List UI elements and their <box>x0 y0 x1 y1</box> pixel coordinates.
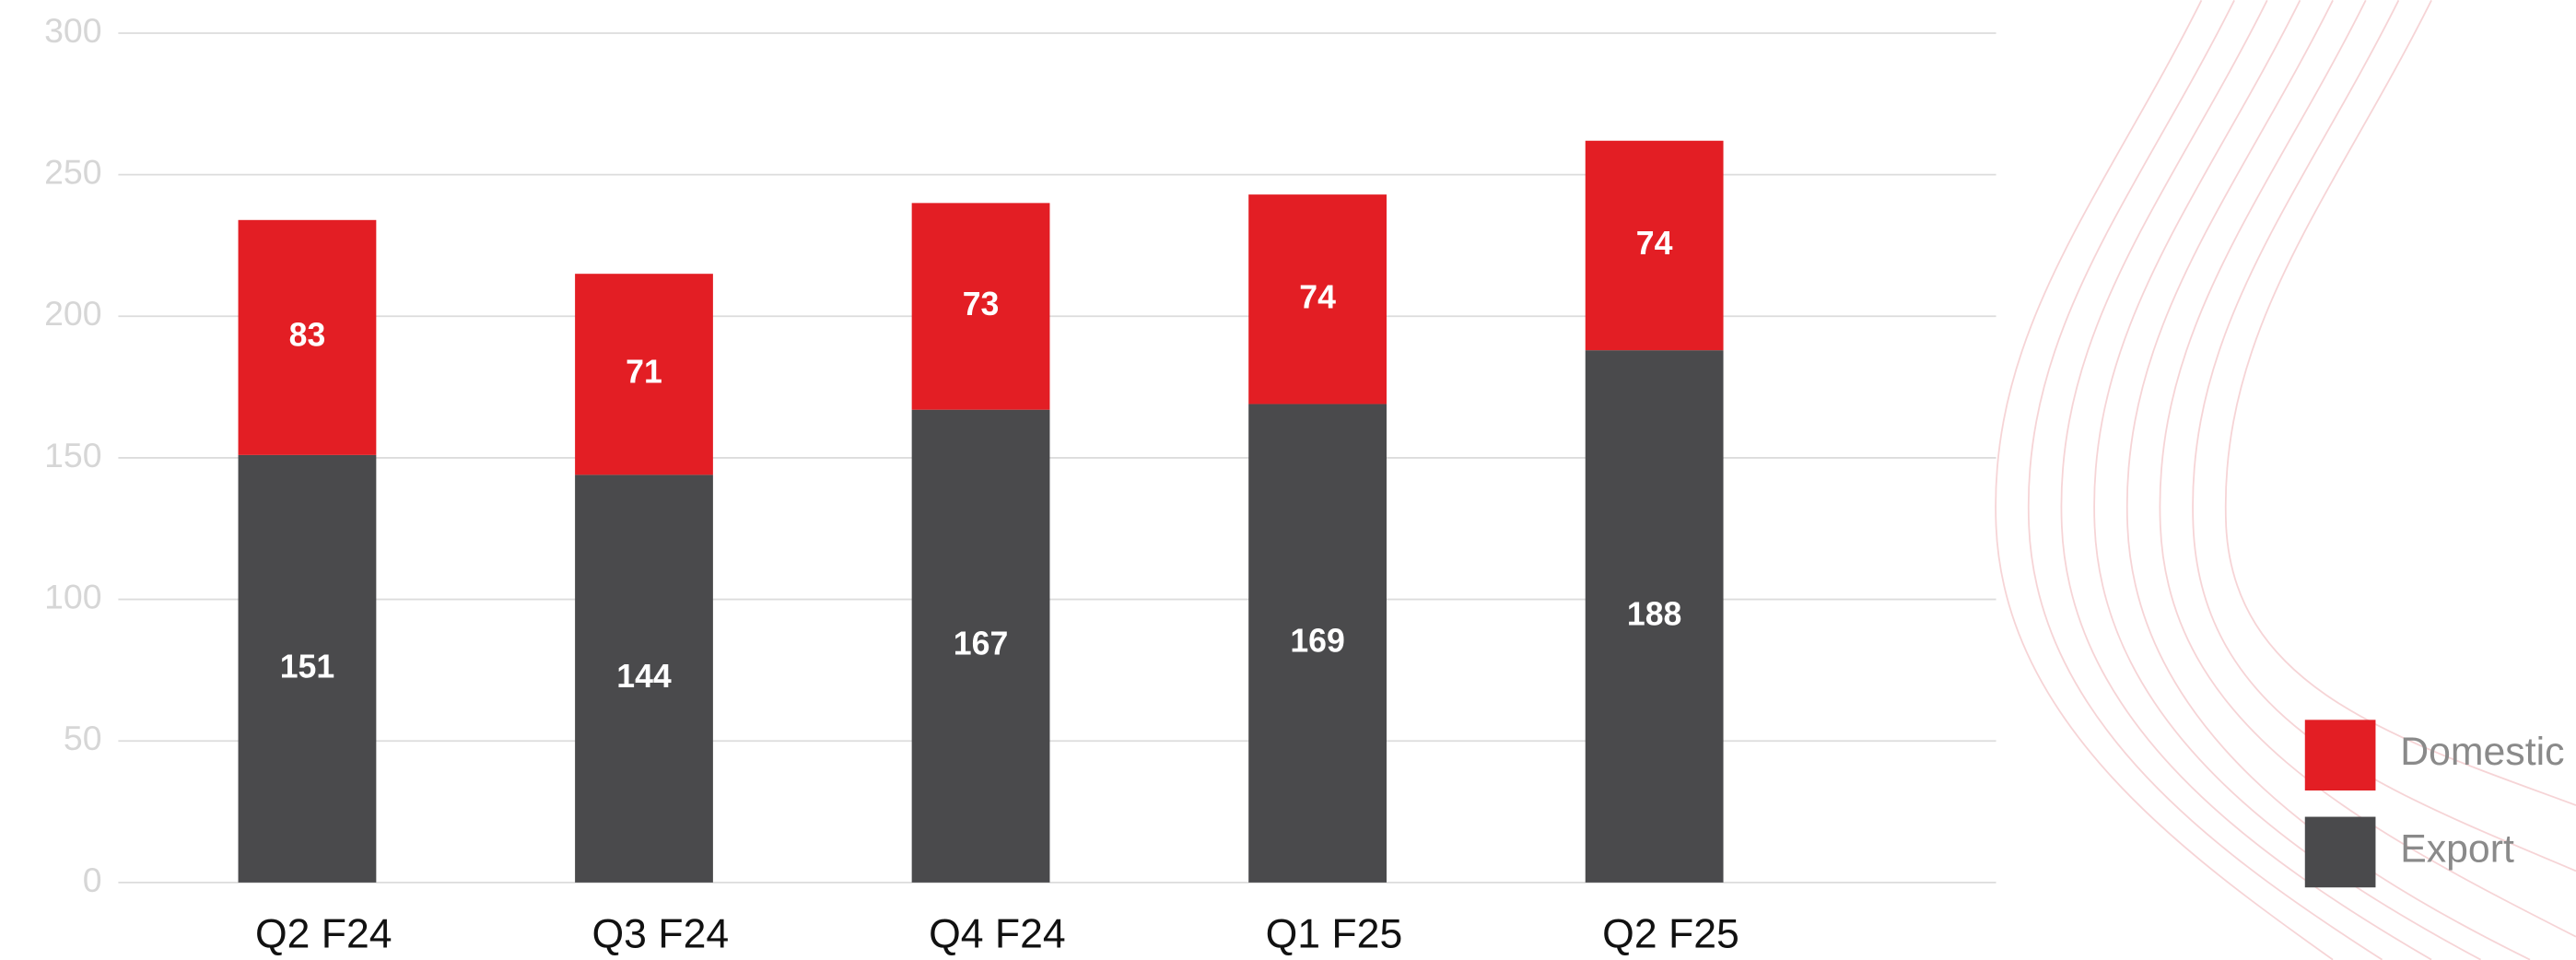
bar-segment <box>1248 194 1387 404</box>
bar-segment <box>238 219 377 455</box>
y-tick-label: 250 <box>44 153 101 192</box>
x-tick-label: Q1 F25 <box>1266 912 1403 957</box>
data-label: 74 <box>1636 225 1673 262</box>
y-tick-label: 200 <box>44 294 101 333</box>
bar-segment <box>238 454 377 883</box>
legend-label: Domestic <box>2400 730 2564 774</box>
background-decoration <box>1995 0 2576 960</box>
bar-segment <box>575 474 713 883</box>
legend-label: Export <box>2400 826 2514 871</box>
bar-segment <box>1585 140 1724 351</box>
bar-segment <box>575 274 713 475</box>
data-label: 151 <box>280 648 335 685</box>
data-label: 71 <box>626 354 662 391</box>
bar-segment <box>1585 350 1724 883</box>
bar-segment <box>1248 404 1387 883</box>
bar-segment <box>911 409 1050 883</box>
bar-segment <box>911 203 1050 410</box>
data-label: 83 <box>289 317 326 354</box>
data-label: 188 <box>1627 595 1682 632</box>
x-tick-label: Q2 F24 <box>255 912 392 957</box>
y-tick-label: 100 <box>44 577 101 615</box>
y-tick-label: 50 <box>64 719 102 757</box>
x-tick-label: Q4 F24 <box>929 912 1066 957</box>
data-label: 169 <box>1290 623 1345 660</box>
data-label: 74 <box>1299 278 1336 315</box>
data-label: 144 <box>616 658 672 695</box>
y-tick-label: 300 <box>44 11 101 50</box>
y-tick-label: 0 <box>83 860 102 899</box>
x-tick-label: Q3 F24 <box>592 912 730 957</box>
legend-swatch <box>2304 720 2376 791</box>
data-label: 167 <box>954 626 1009 662</box>
legend-swatch <box>2304 816 2376 888</box>
data-label: 73 <box>963 286 1000 322</box>
x-tick-label: Q2 F25 <box>1602 912 1739 957</box>
y-tick-label: 150 <box>44 436 101 474</box>
